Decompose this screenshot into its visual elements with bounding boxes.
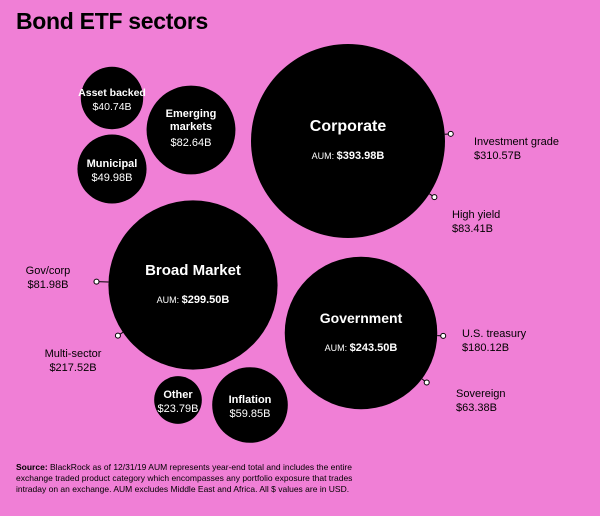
leader-dot-gov-corp (93, 278, 100, 285)
source-label: Source: (16, 462, 48, 472)
sector-name-government: Government (320, 310, 403, 326)
subsector-name-sovereign: Sovereign (456, 388, 506, 400)
sector-aum-corporate: AUM: $393.98B (312, 150, 385, 162)
sector-name-broad-market: Broad Market (145, 262, 241, 279)
bubble-broad-market (108, 200, 278, 370)
sector-name-line2-emerging-markets: markets (170, 121, 212, 133)
sector-name-corporate: Corporate (310, 118, 387, 135)
subsector-name-investment-grade: Investment grade (474, 136, 559, 148)
sector-name-asset-backed: Asset backed (78, 87, 146, 99)
source-note: Source: BlackRock as of 12/31/19 AUM rep… (16, 462, 361, 495)
subsector-name-gov-corp: Gov/corp (26, 265, 71, 277)
leader-dot-high-yield (431, 194, 438, 201)
subsector-value-gov-corp: $81.98B (28, 279, 69, 291)
leader-dot-sovereign (423, 379, 430, 386)
bubble-government (284, 256, 438, 410)
sector-aum-government: AUM: $243.50B (325, 342, 398, 354)
bubble-municipal (77, 134, 147, 204)
bubble-inflation (212, 367, 288, 443)
sector-name-other: Other (163, 389, 193, 401)
bubble-corporate (251, 44, 445, 238)
sector-value-other: $23.79B (158, 403, 199, 415)
sector-value-inflation: $59.85B (230, 408, 271, 420)
sector-value-emerging-markets: $82.64B (171, 137, 212, 149)
bubble-chart: Corporate AUM: $393.98B Investment grade $3… (26, 44, 559, 443)
leader-dot-investment-grade (447, 130, 454, 137)
sector-name-inflation: Inflation (229, 394, 272, 406)
subsector-value-multi-sector: $217.52B (49, 362, 96, 374)
subsector-name-high-yield: High yield (452, 209, 500, 221)
sector-name-municipal: Municipal (87, 158, 138, 170)
chart-title: Bond ETF sectors (16, 8, 209, 34)
source-text: BlackRock as of 12/31/19 AUM represents … (16, 462, 353, 494)
bubble-asset-backed (80, 66, 144, 130)
sector-value-municipal: $49.98B (92, 172, 133, 184)
bubble-emerging-markets (146, 85, 236, 175)
sector-value-asset-backed: $40.74B (92, 101, 131, 113)
sector-aum-broad-market: AUM: $299.50B (157, 294, 230, 306)
leader-dot-multi-sector (114, 332, 121, 339)
subsector-value-investment-grade: $310.57B (474, 150, 521, 162)
subsector-name-u-s-treasury: U.S. treasury (462, 328, 527, 340)
sector-name-emerging-markets: Emerging (166, 108, 217, 120)
subsector-value-high-yield: $83.41B (452, 223, 493, 235)
subsector-value-sovereign: $63.38B (456, 402, 497, 414)
subsector-name-multi-sector: Multi-sector (45, 348, 102, 360)
subsector-value-u-s-treasury: $180.12B (462, 342, 509, 354)
bubble-other (154, 376, 202, 424)
leader-dot-u-s-treasury (440, 332, 447, 339)
